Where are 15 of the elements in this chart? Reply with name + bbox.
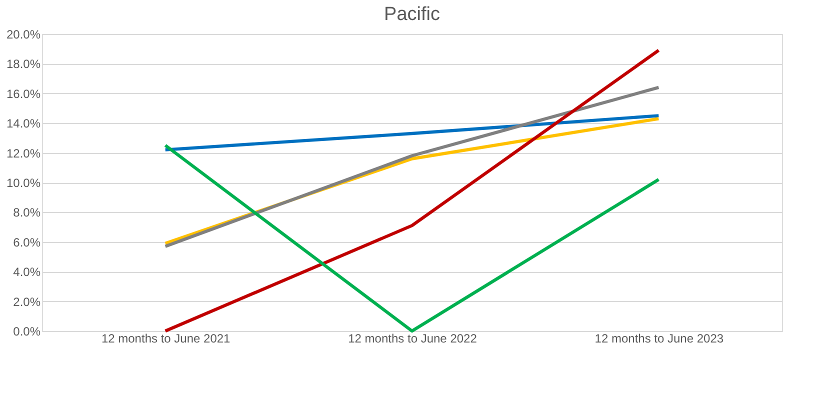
- y-tick-label: 2.0%: [13, 294, 41, 309]
- x-tick-label: 12 months to June 2023: [594, 332, 724, 346]
- y-tick-label: 20.0%: [6, 28, 41, 42]
- x-tick-label: 12 months to June 2022: [348, 332, 478, 346]
- x-tick-label: 12 months to June 2021: [101, 332, 231, 346]
- y-tick-label: 12.0%: [6, 146, 41, 160]
- y-tick-label: 6.0%: [13, 235, 41, 250]
- y-tick-label: 4.0%: [13, 265, 41, 280]
- y-tick-label: 10.0%: [6, 176, 41, 190]
- chart-title: Pacific: [384, 4, 440, 25]
- y-tick-label: 14.0%: [6, 116, 41, 131]
- y-tick-label: 0.0%: [13, 324, 41, 338]
- y-tick-label: 16.0%: [6, 86, 41, 101]
- y-tick-label: 8.0%: [13, 206, 41, 220]
- y-tick-label: 18.0%: [6, 57, 41, 72]
